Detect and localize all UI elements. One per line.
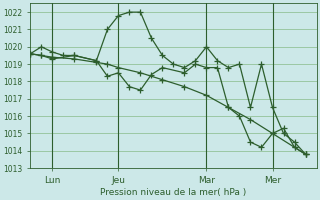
X-axis label: Pression niveau de la mer( hPa ): Pression niveau de la mer( hPa ) [100, 188, 247, 197]
